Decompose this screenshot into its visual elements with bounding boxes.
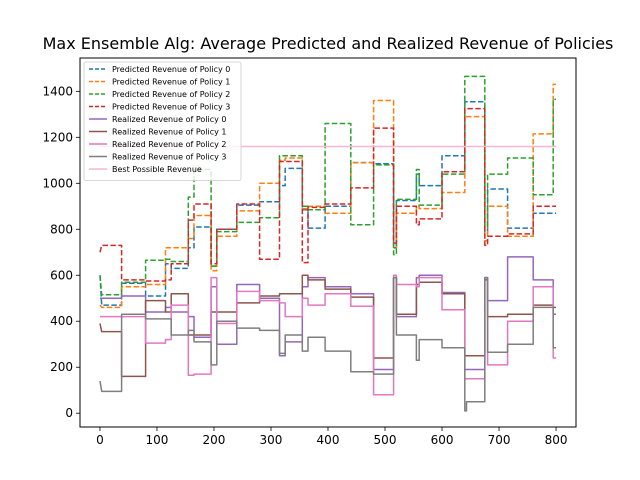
x-tick-label-1: 100	[146, 433, 169, 447]
x-tick-label-6: 600	[431, 433, 454, 447]
y-axis-ticks: 0 200 400 600 800 1000 1200 1400	[42, 84, 80, 420]
legend-label-3: Predicted Revenue of Policy 3	[112, 103, 230, 112]
y-tick-label-2: 400	[50, 314, 73, 328]
legend-label-8: Best Possible Revenue	[112, 165, 202, 174]
x-tick-label-0: 0	[96, 433, 104, 447]
y-tick-label-7: 1400	[42, 84, 73, 98]
y-tick-label-4: 800	[50, 222, 73, 236]
legend-box	[83, 61, 242, 181]
series-line-7	[99, 276, 556, 412]
x-axis-ticks: 0 100 200 300 400 500 600 700 800	[96, 427, 567, 447]
y-tick-label-3: 600	[50, 268, 73, 282]
legend-label-2: Predicted Revenue of Policy 2	[112, 90, 230, 99]
y-tick-label-5: 1000	[42, 176, 73, 190]
x-tick-label-2: 200	[203, 433, 226, 447]
y-tick-label-6: 1200	[42, 130, 73, 144]
series-layer	[99, 75, 556, 412]
legend-label-6: Realized Revenue of Policy 2	[112, 140, 227, 149]
legend-label-7: Realized Revenue of Policy 3	[112, 153, 227, 162]
legend-label-4: Realized Revenue of Policy 0	[112, 115, 227, 124]
x-tick-label-8: 800	[545, 433, 568, 447]
series-line-3	[99, 107, 556, 282]
chart-title: Max Ensemble Alg: Average Predicted and …	[43, 34, 614, 53]
y-tick-label-0: 0	[65, 406, 73, 420]
x-tick-label-3: 300	[260, 433, 283, 447]
legend-label-1: Predicted Revenue of Policy 1	[112, 78, 230, 87]
x-tick-label-7: 700	[488, 433, 511, 447]
legend-label-5: Realized Revenue of Policy 1	[112, 128, 227, 137]
x-tick-label-5: 500	[374, 433, 397, 447]
legend-label-0: Predicted Revenue of Policy 0	[112, 65, 230, 74]
legend: Predicted Revenue of Policy 0 Predicted R…	[83, 61, 242, 181]
x-tick-label-4: 400	[317, 433, 340, 447]
y-tick-label-1: 200	[50, 360, 73, 374]
